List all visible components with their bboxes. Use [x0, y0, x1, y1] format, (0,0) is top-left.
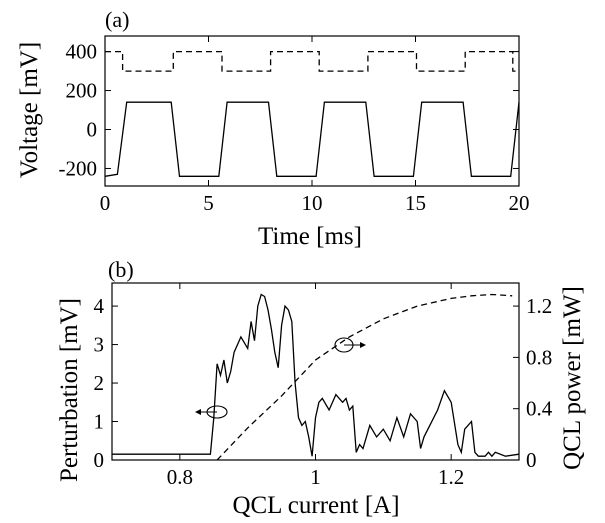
panel-b-y2-axis-label: QCL power [mW]	[559, 286, 586, 470]
panel-b-label: (b)	[108, 257, 134, 282]
panel-b-y2-ticks: 0 0.4 0.8 1.2	[513, 294, 553, 472]
panel-b-x-axis-label: QCL current [A]	[232, 492, 399, 519]
panel-b-y-ticks: 0 1 2 3 4	[94, 294, 118, 472]
panel-b-y-axis-label: Perturbation [mV]	[56, 298, 83, 482]
panel-a-y-axis-label: Voltage [mV]	[16, 42, 43, 178]
left-axis-arrow-annotation	[195, 405, 228, 419]
panel-a-series-0-line	[105, 50, 519, 72]
panel-a-x-tick-label: 5	[203, 191, 214, 215]
panel-b-chart: (b) 0.8 1 1.2 0 1 2 3 4 0 0.4 0.8 1.2 QCL current…	[56, 257, 586, 519]
panel-b-y-tick-label: 4	[94, 294, 105, 318]
panel-b-series-0-line	[112, 293, 520, 458]
panel-a-y-tick-label: 0	[87, 118, 98, 142]
panel-b-series	[112, 293, 520, 461]
panel-a-x-tick-label: 10	[302, 191, 323, 215]
panel-a-y-ticks: -200 0 200 400	[59, 40, 519, 180]
panel-a-x-axis-label: Time [ms]	[258, 223, 362, 250]
panel-a-x-ticks: 0 5 10 15 20	[100, 36, 530, 215]
panel-a-series-1-line	[104, 101, 520, 177]
panel-a-series	[104, 50, 520, 177]
right-axis-arrow-annotation	[334, 337, 366, 353]
panel-b-y2-tick-label: 0	[526, 448, 537, 472]
panel-a-label: (a)	[105, 7, 129, 32]
panel-a-x-tick-label: 0	[100, 191, 111, 215]
panel-a-frame	[104, 35, 520, 187]
panel-b-frame	[111, 282, 520, 461]
panel-a-y-tick-label: -200	[59, 156, 98, 180]
panel-b-y-tick-label: 2	[94, 371, 105, 395]
panel-b-y2-tick-label: 0.8	[526, 345, 552, 369]
panel-b-y2-tick-label: 0.4	[526, 397, 553, 421]
panel-b-y-tick-label: 1	[94, 410, 105, 434]
panel-b-y-tick-label: 3	[94, 333, 105, 357]
panel-b-series-1-line	[216, 293, 513, 461]
panel-a-x-tick-label: 15	[405, 191, 426, 215]
panel-b-y2-tick-label: 1.2	[526, 294, 552, 318]
panel-b-x-ticks: 0.8 1 1.2	[167, 283, 464, 489]
panel-b-x-tick-label: 1	[310, 465, 321, 489]
panel-a-x-tick-label: 20	[509, 191, 530, 215]
panel-b-x-tick-label: 1.2	[438, 465, 464, 489]
panel-a-y-tick-label: 200	[66, 79, 98, 103]
panel-a-y-tick-label: 400	[66, 40, 98, 64]
panel-b-y-tick-label: 0	[94, 448, 105, 472]
panel-b-x-tick-label: 0.8	[167, 465, 193, 489]
